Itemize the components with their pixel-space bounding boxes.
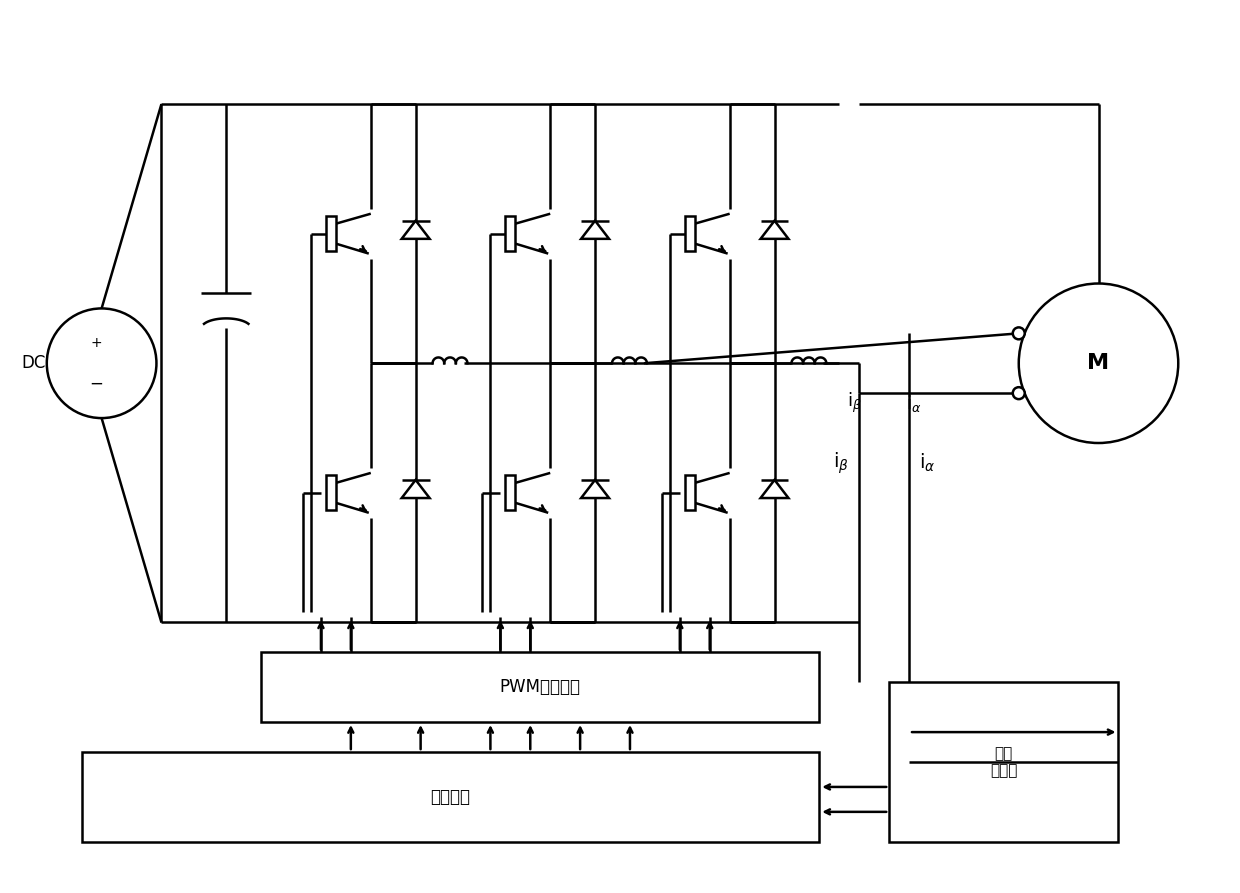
Text: DC: DC [22,355,46,372]
Polygon shape [582,480,609,498]
Circle shape [1013,388,1024,399]
Text: PWM驱动电路: PWM驱动电路 [500,679,580,697]
Circle shape [47,308,156,418]
Bar [889,682,1118,842]
Text: 电流
传感器: 电流 传感器 [990,746,1018,778]
Circle shape [1019,283,1178,443]
Bar [684,216,694,251]
Circle shape [1013,328,1024,339]
Text: 控制电路: 控制电路 [430,788,470,805]
Bar [262,653,820,722]
Text: i$_α$: i$_α$ [906,393,921,413]
Bar [82,752,820,842]
Bar [326,216,336,251]
Text: i$_{\beta}$: i$_{\beta}$ [833,450,849,476]
Polygon shape [760,221,789,238]
Text: M: M [1087,354,1110,373]
Text: +: + [91,337,103,350]
Polygon shape [402,480,429,498]
Bar [684,475,694,510]
Bar [326,475,336,510]
Bar [506,216,516,251]
Text: −: − [89,374,104,392]
Text: i$_{\alpha}$: i$_{\alpha}$ [919,452,935,474]
Polygon shape [402,221,429,238]
Polygon shape [582,221,609,238]
Polygon shape [760,480,789,498]
Text: i$_β$: i$_β$ [847,391,862,415]
Bar [506,475,516,510]
